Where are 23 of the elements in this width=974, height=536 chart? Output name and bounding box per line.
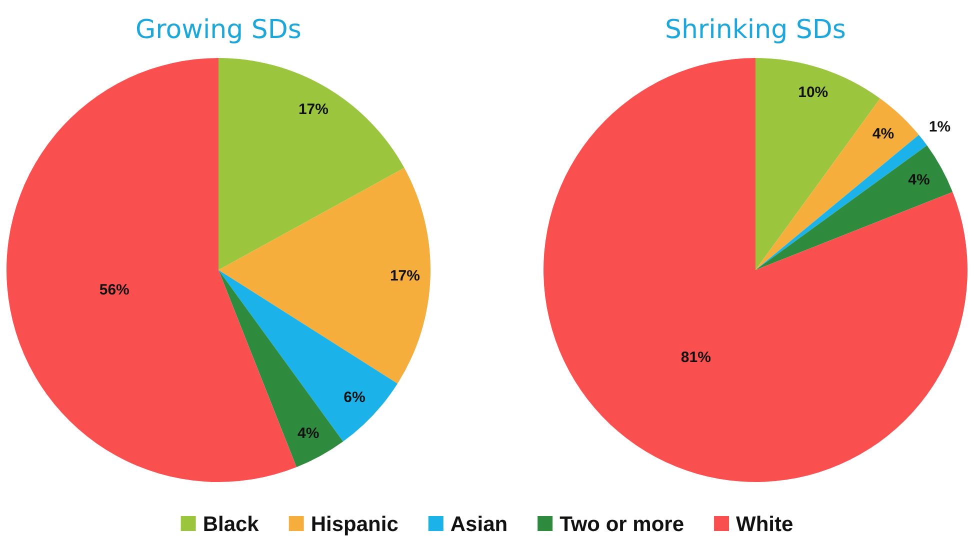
legend-label: Two or more — [560, 513, 684, 536]
pie-slice — [6, 58, 297, 482]
legend-label: White — [736, 513, 794, 536]
data-label: 17% — [390, 267, 420, 284]
chart-title: Growing SDs — [136, 15, 302, 45]
data-label: 6% — [344, 389, 366, 406]
data-label: 4% — [908, 172, 930, 189]
pie-slice — [756, 145, 953, 270]
legend-label: Asian — [450, 513, 508, 536]
legend-label: Hispanic — [310, 513, 399, 536]
data-label: 10% — [798, 84, 828, 102]
data-label: 56% — [99, 281, 130, 298]
data-label: 4% — [298, 424, 320, 442]
pie-slice — [218, 58, 404, 270]
pie-slice — [218, 270, 344, 468]
data-label: 17% — [298, 100, 328, 118]
pie-slice — [544, 58, 968, 482]
chart-title: Shrinking SDs — [665, 15, 846, 45]
data-label: 81% — [680, 349, 711, 366]
data-label: 1% — [928, 118, 951, 136]
data-label: 4% — [872, 126, 894, 143]
pie-slice — [218, 168, 430, 384]
legend-label: Black — [202, 513, 260, 536]
